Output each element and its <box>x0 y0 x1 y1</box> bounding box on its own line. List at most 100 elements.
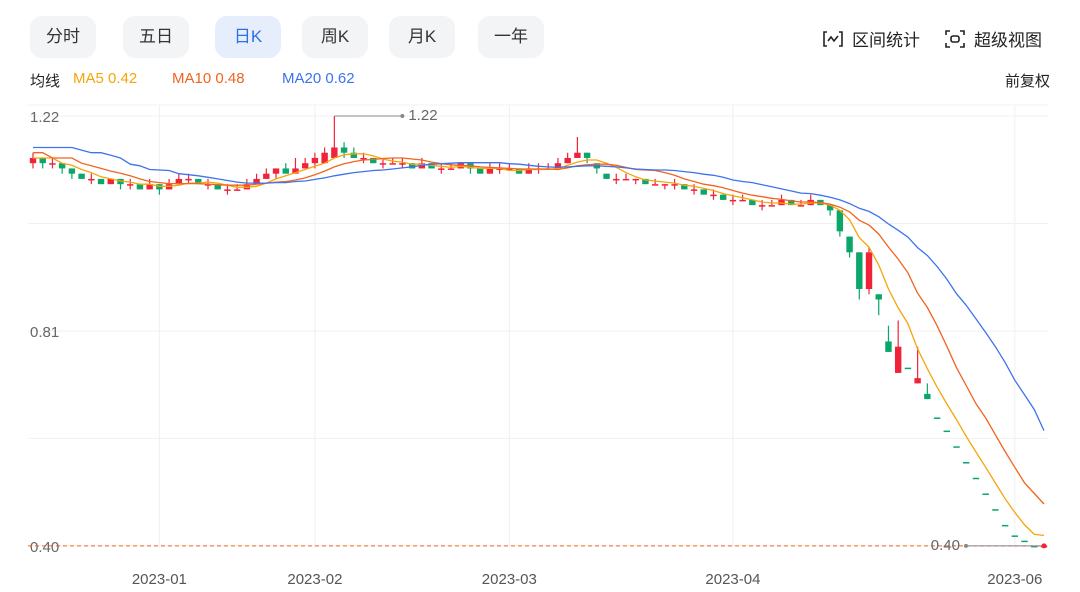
candle-body <box>185 178 192 181</box>
candle-body <box>1001 524 1009 527</box>
candle-body <box>457 163 464 169</box>
tab[interactable]: 五日 <box>123 16 189 58</box>
y-tick-label: 0.81 <box>30 324 59 341</box>
last-price-dot <box>1041 543 1047 549</box>
candle-body <box>992 509 999 511</box>
candle-body <box>661 184 669 186</box>
candle-body <box>253 178 260 185</box>
candle-body <box>39 157 46 164</box>
candle-body <box>350 152 357 158</box>
candle-body <box>836 210 844 232</box>
candle-body <box>953 446 960 448</box>
candle-body <box>739 199 746 202</box>
candle-body <box>574 152 581 158</box>
candle-body <box>243 184 251 190</box>
candle-body <box>797 205 805 207</box>
candle-body <box>214 184 221 190</box>
x-tick-label: 2023-03 <box>482 571 537 588</box>
candle-body <box>710 194 717 197</box>
candle-body <box>370 157 377 164</box>
candle-body <box>117 178 124 185</box>
candle-body <box>778 199 785 206</box>
candle-body <box>175 178 183 185</box>
candle-body <box>846 236 853 253</box>
tab[interactable]: 日K <box>215 16 281 58</box>
candle-body <box>476 168 484 174</box>
candle-body <box>506 168 513 170</box>
candle-body <box>68 168 76 174</box>
candle-body <box>233 189 241 191</box>
x-tick-label: 2023-04 <box>705 571 760 588</box>
legend-value: 0.48 <box>215 70 245 87</box>
candle-body <box>389 163 396 165</box>
candle-body <box>720 194 727 200</box>
candle-body <box>924 393 931 400</box>
candle-body <box>729 199 737 202</box>
candle-body <box>613 178 620 181</box>
legend-item: MA5 0.42 <box>73 70 137 87</box>
candle-body <box>632 178 639 181</box>
candle-body <box>535 168 542 170</box>
candle-body <box>982 493 989 495</box>
legend-name: MA10 <box>172 70 212 87</box>
tab[interactable]: 周K <box>302 16 368 58</box>
candle-body <box>438 168 445 170</box>
x-tick-label: 2023-06 <box>987 571 1042 588</box>
candle-body <box>195 178 202 185</box>
candle-body <box>447 168 455 170</box>
candle-body <box>972 477 980 480</box>
candle-body <box>904 367 912 370</box>
candle-body <box>768 205 776 207</box>
candle-body <box>933 417 941 419</box>
candle-body <box>875 294 882 300</box>
candle-body <box>671 184 678 186</box>
candle-body <box>428 163 435 169</box>
candle-body <box>282 168 289 174</box>
adjust-mode[interactable]: 前复权 <box>1004 73 1050 90</box>
x-tick-label: 2023-02 <box>287 571 342 588</box>
candle-body <box>807 199 814 206</box>
range-icon <box>823 30 843 47</box>
candle-body <box>49 163 56 165</box>
candle-body <box>1021 540 1028 543</box>
candle-body <box>496 168 503 170</box>
candle-body <box>360 157 367 160</box>
candle-body <box>943 430 950 433</box>
candle-body <box>88 178 95 181</box>
candle-body <box>700 189 707 195</box>
candle-body <box>651 184 659 186</box>
super-view-tool[interactable]: 超级视图 <box>944 26 1042 51</box>
legend-item: MA20 0.62 <box>282 70 355 87</box>
range-stats-tool[interactable]: 区间统计 <box>822 26 920 51</box>
candle-body <box>156 184 163 190</box>
candle-body <box>749 199 756 206</box>
candle-body <box>856 252 863 290</box>
min-dot <box>964 543 968 548</box>
candle-body <box>263 173 270 179</box>
candle-body <box>331 147 338 158</box>
tool-label: 超级视图 <box>974 31 1042 50</box>
candle-body <box>29 157 37 164</box>
candle-body <box>1040 545 1048 548</box>
ma-line <box>33 146 1045 431</box>
candle-body <box>681 184 688 190</box>
candle-body <box>622 178 630 181</box>
ma-line <box>33 153 1045 537</box>
tab[interactable]: 一年 <box>478 16 544 58</box>
candle-body <box>272 168 280 174</box>
legend-name: MA5 <box>73 70 104 87</box>
candle-body <box>690 189 698 191</box>
candle-body <box>554 163 562 169</box>
max-dot <box>400 114 405 119</box>
view-icon <box>945 29 965 48</box>
candle-body <box>515 168 523 174</box>
candle-body <box>885 341 892 352</box>
legend-value: 0.62 <box>325 70 355 87</box>
candle-body <box>301 163 309 169</box>
x-tick-label: 2023-01 <box>132 571 187 588</box>
tab[interactable]: 分时 <box>30 16 96 58</box>
y-tick-label: 1.22 <box>30 109 59 126</box>
tab[interactable]: 月K <box>389 16 455 58</box>
